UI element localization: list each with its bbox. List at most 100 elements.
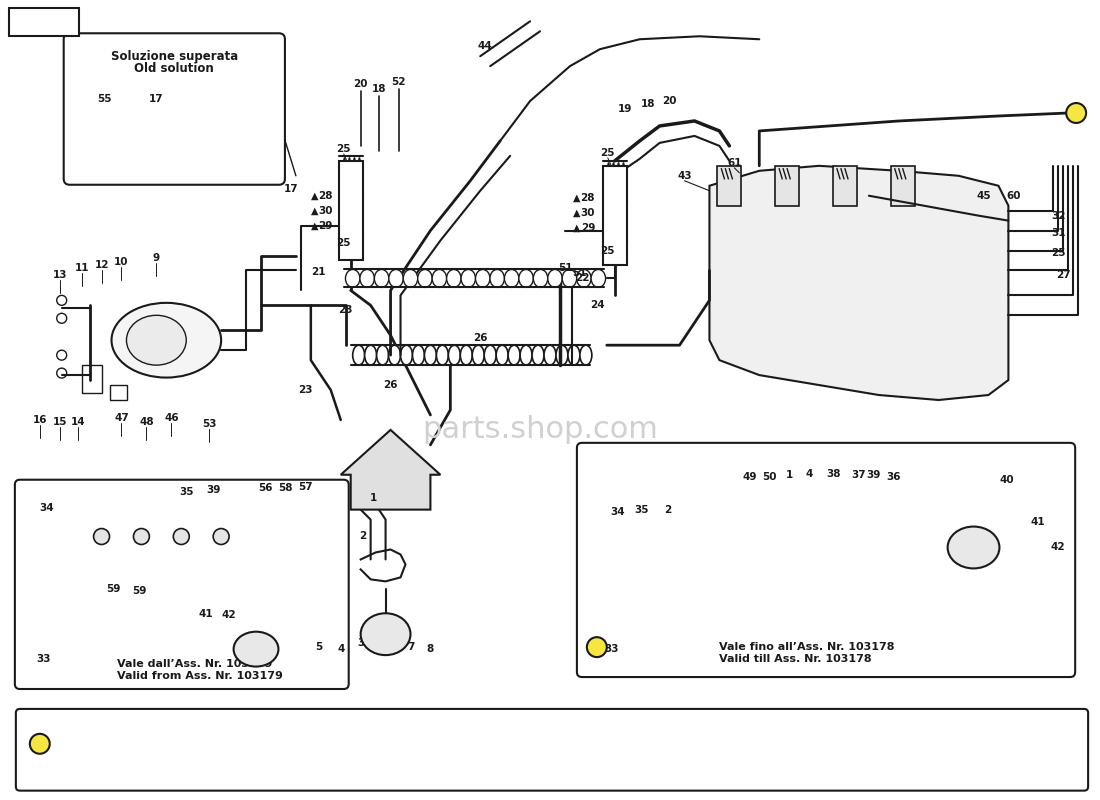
- FancyBboxPatch shape: [576, 443, 1075, 677]
- Text: 42: 42: [222, 610, 236, 620]
- Ellipse shape: [432, 270, 447, 287]
- Ellipse shape: [591, 270, 606, 287]
- Text: 49: 49: [742, 472, 757, 482]
- Text: A: A: [36, 739, 44, 749]
- Circle shape: [57, 368, 67, 378]
- Circle shape: [81, 137, 89, 145]
- Text: 10: 10: [114, 258, 129, 267]
- Text: 30: 30: [581, 208, 595, 218]
- Circle shape: [57, 350, 67, 360]
- Ellipse shape: [532, 345, 544, 365]
- Ellipse shape: [111, 303, 221, 378]
- Text: 29: 29: [319, 221, 333, 230]
- Ellipse shape: [449, 345, 460, 365]
- Text: ▲: ▲: [573, 193, 581, 202]
- Text: 60: 60: [1006, 190, 1021, 201]
- Ellipse shape: [418, 270, 432, 287]
- Text: A: A: [1072, 108, 1080, 118]
- Ellipse shape: [374, 270, 388, 287]
- Text: 48: 48: [139, 417, 154, 427]
- Text: 50: 50: [762, 472, 777, 482]
- Text: 23: 23: [298, 385, 314, 395]
- Text: 33: 33: [605, 644, 619, 654]
- Text: ▲: ▲: [311, 190, 318, 201]
- Text: 3: 3: [358, 638, 364, 648]
- Circle shape: [174, 529, 189, 545]
- Text: 32: 32: [1050, 210, 1066, 221]
- Text: ▲: ▲: [311, 221, 318, 230]
- Text: 57: 57: [298, 482, 314, 492]
- Text: 11: 11: [75, 263, 89, 274]
- Text: 28: 28: [581, 193, 595, 202]
- Text: ▲: ▲: [573, 222, 581, 233]
- Ellipse shape: [484, 345, 496, 365]
- Ellipse shape: [544, 345, 556, 365]
- Ellipse shape: [472, 345, 484, 365]
- Text: 28: 28: [319, 190, 333, 201]
- Text: 12: 12: [95, 261, 109, 270]
- Bar: [776, 166, 799, 206]
- Text: 52: 52: [392, 77, 406, 87]
- Bar: [891, 166, 915, 206]
- Text: 39: 39: [867, 470, 881, 480]
- Polygon shape: [341, 430, 440, 510]
- Text: 21: 21: [311, 267, 326, 278]
- Text: 31: 31: [1050, 227, 1066, 238]
- Ellipse shape: [364, 345, 376, 365]
- Text: 19: 19: [617, 104, 631, 114]
- Ellipse shape: [548, 270, 562, 287]
- Text: 25: 25: [337, 238, 351, 247]
- Ellipse shape: [947, 526, 1000, 569]
- Text: 22: 22: [574, 274, 590, 283]
- Bar: [339, 161, 363, 261]
- Text: ▲: ▲: [311, 206, 318, 216]
- Text: Valid till Ass. Nr. 103178: Valid till Ass. Nr. 103178: [719, 654, 872, 664]
- Text: 17: 17: [284, 184, 298, 194]
- Circle shape: [81, 119, 89, 127]
- Circle shape: [94, 529, 110, 545]
- Ellipse shape: [505, 270, 519, 287]
- Ellipse shape: [460, 345, 472, 365]
- Text: 51: 51: [558, 263, 572, 274]
- Text: 1: 1: [785, 470, 793, 480]
- Ellipse shape: [361, 614, 410, 655]
- FancyBboxPatch shape: [9, 8, 78, 36]
- Ellipse shape: [475, 270, 490, 287]
- Text: 14: 14: [70, 417, 85, 427]
- Ellipse shape: [496, 345, 508, 365]
- Text: 15: 15: [53, 417, 67, 427]
- Text: 55: 55: [97, 94, 112, 104]
- Ellipse shape: [233, 632, 278, 666]
- Text: 1: 1: [370, 493, 377, 502]
- Circle shape: [587, 637, 607, 657]
- Text: 44: 44: [477, 42, 493, 51]
- Ellipse shape: [404, 270, 418, 287]
- Text: 61: 61: [727, 158, 741, 168]
- Polygon shape: [710, 166, 1009, 400]
- Circle shape: [57, 295, 67, 306]
- Text: 6: 6: [384, 644, 392, 654]
- Text: 7: 7: [407, 642, 415, 652]
- Text: 58: 58: [278, 482, 294, 493]
- Bar: [81, 365, 101, 393]
- Circle shape: [1066, 103, 1086, 123]
- Ellipse shape: [534, 270, 548, 287]
- Text: 23: 23: [339, 306, 353, 315]
- Ellipse shape: [425, 345, 437, 365]
- Circle shape: [213, 529, 229, 545]
- Text: Soluzione superata: Soluzione superata: [111, 50, 238, 62]
- Ellipse shape: [353, 345, 364, 365]
- Text: 8: 8: [427, 644, 434, 654]
- Text: 29: 29: [581, 222, 595, 233]
- Text: 2: 2: [359, 530, 366, 541]
- Text: 5: 5: [316, 642, 322, 652]
- Bar: [717, 166, 741, 206]
- Text: 59: 59: [107, 584, 121, 594]
- Text: 45: 45: [976, 190, 991, 201]
- Circle shape: [30, 734, 50, 754]
- Text: 46: 46: [164, 413, 178, 423]
- Text: Valid from Ass. Nr. 103179: Valid from Ass. Nr. 103179: [117, 671, 283, 681]
- FancyBboxPatch shape: [15, 480, 349, 689]
- Text: 51: 51: [573, 269, 587, 278]
- Text: 37: 37: [851, 470, 866, 480]
